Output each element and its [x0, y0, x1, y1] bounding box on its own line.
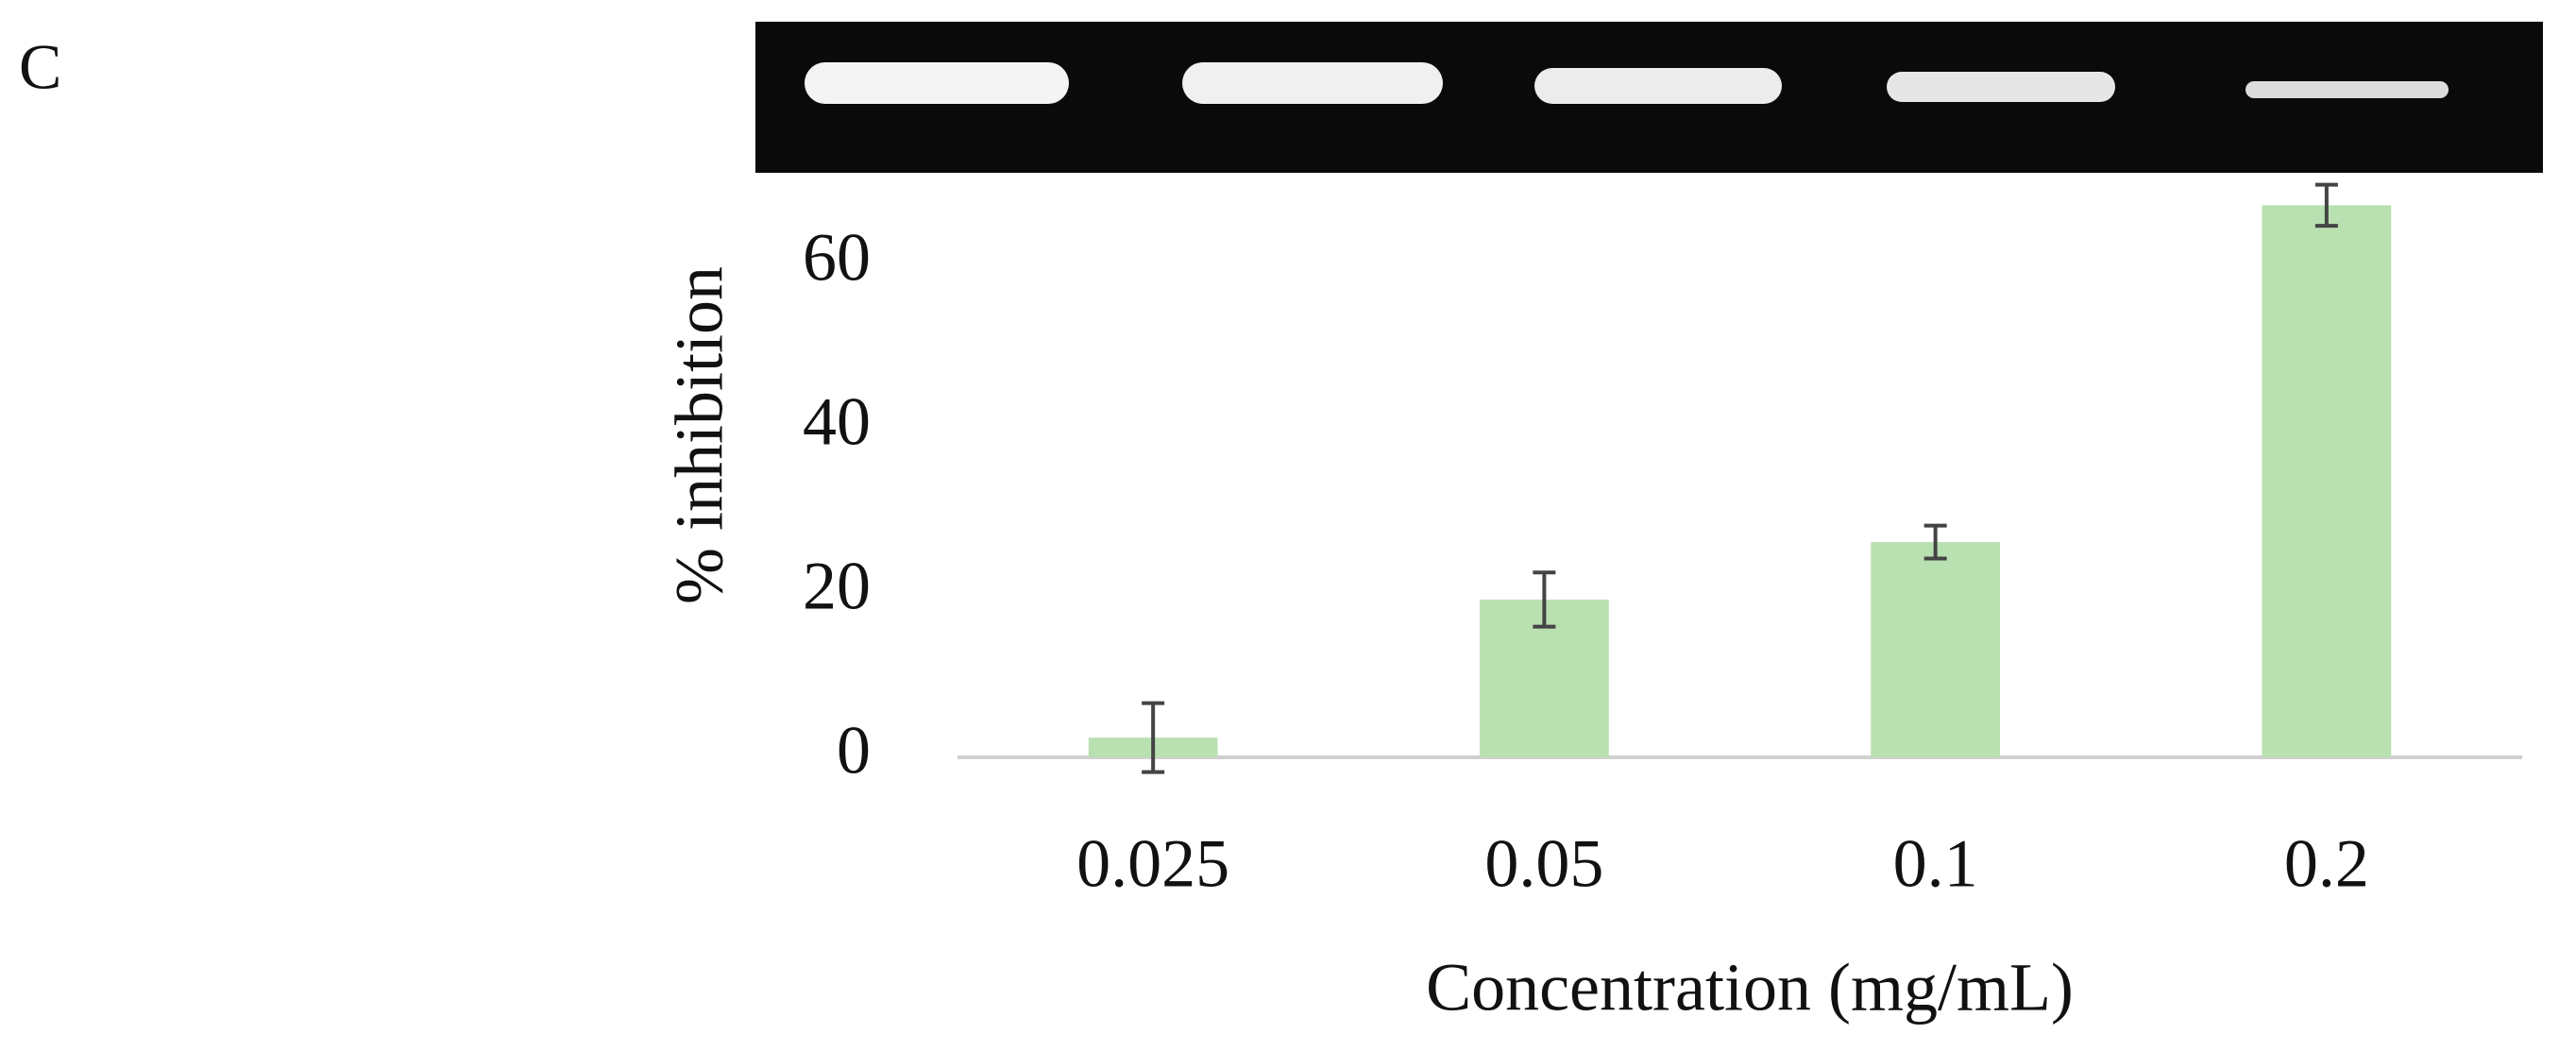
x-tick-label: 0.2	[2284, 826, 2369, 902]
x-tick-label: 0.05	[1484, 826, 1603, 902]
gel-band	[2246, 81, 2449, 98]
y-tick-label: 20	[803, 549, 871, 624]
x-tick-label: 0.1	[1893, 826, 1978, 902]
gel-image	[755, 22, 2543, 173]
gel-band	[1534, 68, 1782, 104]
gel-band	[1887, 72, 2115, 102]
y-tick-label: 60	[803, 220, 871, 296]
x-axis-title: Concentration (mg/mL)	[1426, 950, 2074, 1026]
y-tick-label: 40	[803, 384, 871, 460]
bar	[1871, 542, 2000, 757]
panel-label: C	[19, 31, 61, 103]
bar	[2262, 205, 2392, 758]
gel-band	[805, 62, 1069, 104]
y-tick-label: 0	[837, 713, 871, 788]
x-tick-label: 0.025	[1076, 826, 1229, 902]
gel-band	[1182, 62, 1443, 104]
y-axis-title: % inhibition	[662, 266, 737, 604]
